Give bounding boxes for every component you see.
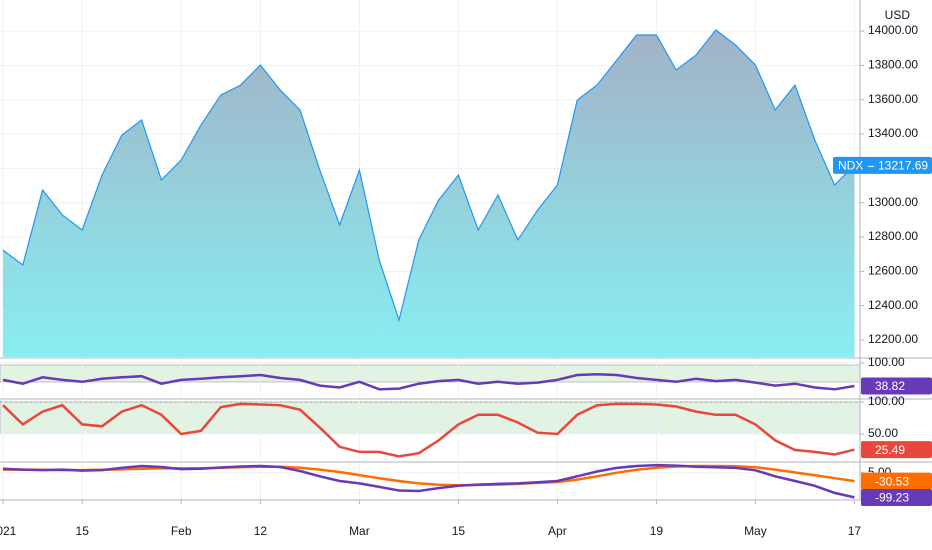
y-tick-label: 12600.00 — [868, 264, 918, 278]
last-value-box — [861, 488, 932, 506]
y-tick-label: 13400.00 — [868, 126, 918, 140]
plot-area — [0, 0, 860, 500]
line — [2, 402, 855, 458]
y-tick-label: 100.00 — [868, 355, 905, 369]
x-tick-label: 17 — [848, 524, 862, 538]
line — [2, 463, 855, 499]
line — [3, 464, 855, 487]
last-value: -30.53 — [875, 474, 909, 488]
y-tick-label: 12400.00 — [868, 298, 918, 312]
x-tick-label: 12 — [254, 524, 268, 538]
x-tick-label: May — [744, 524, 767, 538]
x-tick-label: 2021 — [0, 524, 17, 538]
line — [2, 373, 855, 391]
last-value: 38.82 — [875, 379, 905, 393]
last-value: 13217.69 — [878, 159, 928, 173]
last-value: -99.23 — [875, 491, 909, 505]
y-tick-label: 13000.00 — [868, 195, 918, 209]
y-tick-label: 100.00 — [868, 394, 905, 408]
y-tick-label: 12800.00 — [868, 229, 918, 243]
y-tick-label: 13800.00 — [868, 58, 918, 72]
y-tick-label: 50.00 — [868, 426, 898, 440]
area — [3, 30, 855, 357]
y-tick-label: 13600.00 — [868, 92, 918, 106]
x-tick-label: 15 — [452, 524, 466, 538]
x-tick-label: Apr — [548, 524, 567, 538]
line — [2, 29, 855, 323]
y-tick-label: 14000.00 — [868, 23, 918, 37]
last-value-box — [861, 472, 932, 490]
x-tick-label: 15 — [76, 524, 90, 538]
y-tick-label: 12200.00 — [868, 332, 918, 346]
x-tick-label: Feb — [171, 524, 192, 538]
currency: USD — [885, 8, 911, 22]
last-value-box — [861, 377, 932, 395]
x-tick-label: 19 — [650, 524, 664, 538]
series-name: NDX — [838, 159, 863, 173]
band — [0, 401, 861, 435]
last-value-box — [833, 156, 932, 174]
last-value-box — [861, 441, 932, 459]
x-tick-label: Mar — [349, 524, 370, 538]
last-value: 25.49 — [875, 443, 905, 457]
